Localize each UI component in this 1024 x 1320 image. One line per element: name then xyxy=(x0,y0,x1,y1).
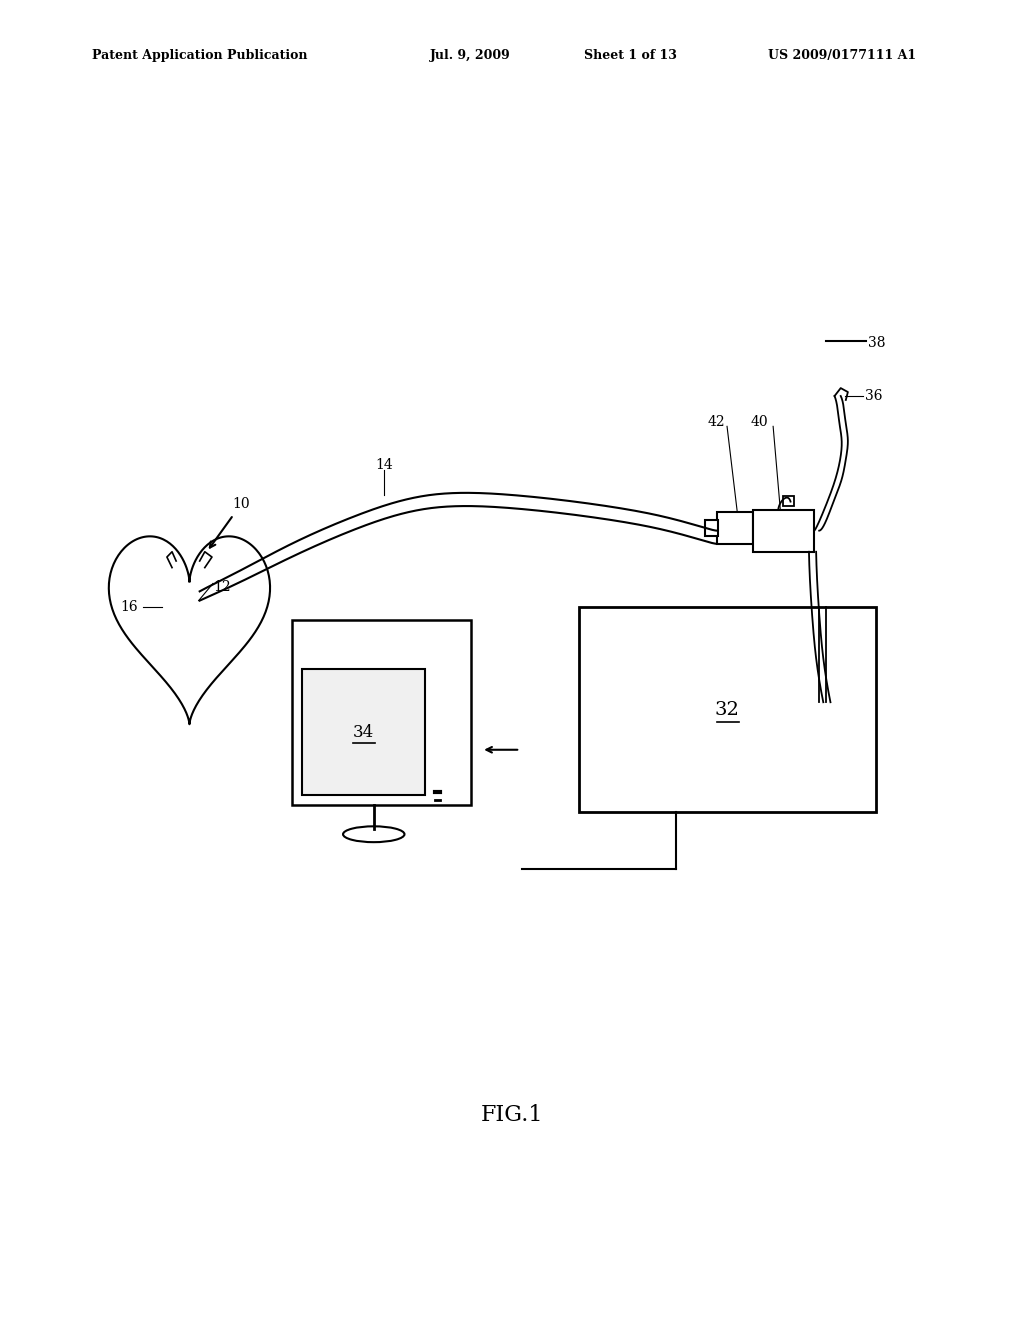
Text: Patent Application Publication: Patent Application Publication xyxy=(92,49,307,62)
Text: 42: 42 xyxy=(708,416,726,429)
Text: 36: 36 xyxy=(865,389,883,403)
Bar xyxy=(753,510,814,552)
Text: 16: 16 xyxy=(121,601,138,614)
Bar xyxy=(717,512,753,544)
Bar xyxy=(783,496,794,506)
Text: FIG.1: FIG.1 xyxy=(480,1105,544,1126)
Text: 34: 34 xyxy=(353,725,374,741)
Ellipse shape xyxy=(343,826,404,842)
Text: Sheet 1 of 13: Sheet 1 of 13 xyxy=(584,49,677,62)
Bar xyxy=(705,520,718,536)
Text: 38: 38 xyxy=(868,337,886,350)
Bar xyxy=(292,620,471,805)
Text: Jul. 9, 2009: Jul. 9, 2009 xyxy=(430,49,511,62)
Text: US 2009/0177111 A1: US 2009/0177111 A1 xyxy=(768,49,916,62)
Text: 32: 32 xyxy=(715,701,739,719)
Text: 40: 40 xyxy=(751,416,769,429)
Text: 10: 10 xyxy=(231,498,250,511)
Bar xyxy=(302,669,425,795)
Text: 14: 14 xyxy=(375,458,393,471)
Text: 12: 12 xyxy=(213,581,230,594)
Bar xyxy=(579,607,876,812)
